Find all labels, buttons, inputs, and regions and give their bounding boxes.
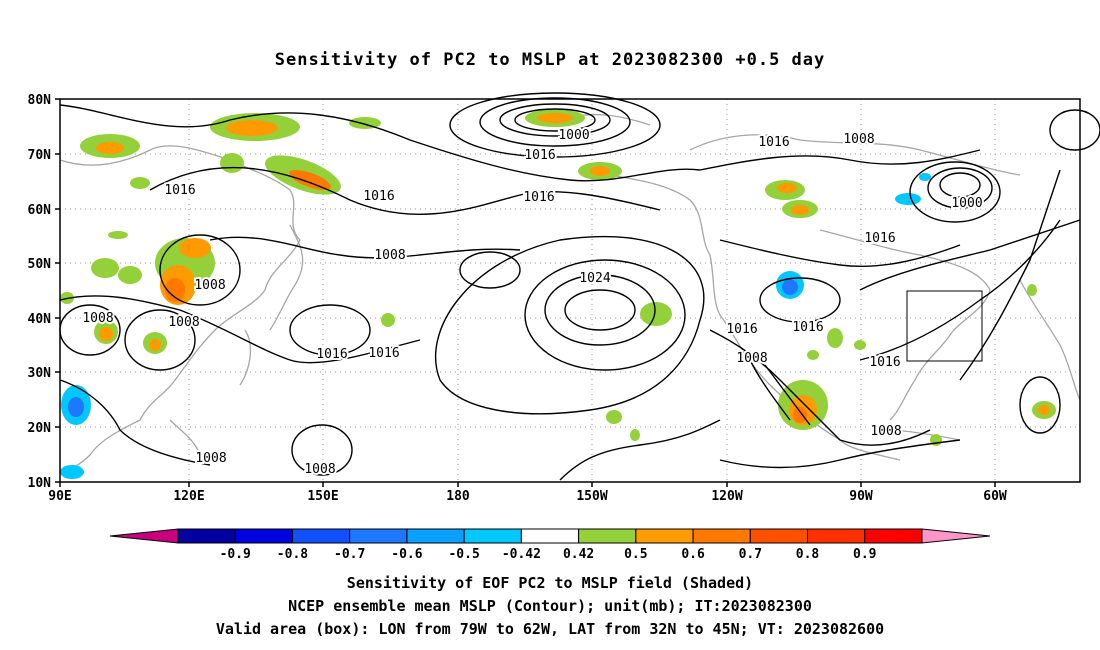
isobar-label: 1016 — [523, 190, 554, 205]
isobar-label: 1016 — [726, 322, 757, 337]
lon-label: 60W — [983, 489, 1007, 504]
colorbar-segment — [463, 528, 522, 544]
lon-label: 150E — [307, 489, 338, 504]
isobar-label: 1016 — [363, 189, 394, 204]
colorbar-tick-label: 0.5 — [624, 547, 647, 562]
isobar-labels: 1000 1016 1008 1016 1016 1016 1008 1000 … — [80, 126, 984, 479]
lat-label: 30N — [28, 366, 52, 381]
colorbar-segment — [807, 528, 866, 544]
isobar-label: 1016 — [864, 231, 895, 246]
lat-label: 10N — [28, 476, 52, 491]
colorbar-tick-label: 0.8 — [796, 547, 820, 562]
isobar-label: 1008 — [843, 132, 874, 147]
colorbar-segment — [692, 528, 751, 544]
colorbar-segment — [349, 528, 408, 544]
isobar-label: 1008 — [304, 462, 335, 477]
lat-label: 60N — [28, 203, 52, 218]
colorbar-segment — [749, 528, 809, 544]
colorbar-tick-label: -0.6 — [391, 547, 422, 562]
lon-label: 120W — [711, 489, 742, 504]
isobar-label: 1008 — [870, 424, 901, 439]
colorbar-tick-label: 0.7 — [739, 547, 762, 562]
caption-shading: Sensitivity of EOF PC2 to MSLP field (Sh… — [346, 574, 754, 592]
isobar-contours — [59, 92, 1100, 481]
colorbar-tick-label: -0.42 — [502, 547, 541, 562]
colorbar-tick-label: 0.9 — [853, 547, 876, 562]
isobar-label: 1016 — [869, 355, 900, 370]
isobar-label: 1000 — [951, 196, 982, 211]
longitude-labels: 90E 120E 150E 180 150W 120W 90W 60W — [48, 489, 1007, 504]
colorbar-segment — [234, 528, 293, 544]
lon-label: 120E — [173, 489, 204, 504]
lon-label: 180 — [446, 489, 470, 504]
isobar-label: 1016 — [164, 183, 195, 198]
lat-label: 80N — [28, 93, 52, 108]
lat-label: 20N — [28, 421, 52, 436]
isobar-label: 1008 — [194, 278, 225, 293]
caption-valid-area: Valid area (box): LON from 79W to 62W, L… — [215, 620, 885, 638]
isobar-label: 1016 — [758, 135, 789, 150]
map-frame — [59, 98, 1081, 483]
colorbar-tick-label: -0.9 — [220, 547, 251, 562]
isobar-label: 1024 — [579, 271, 610, 286]
isobar-label: 1008 — [82, 311, 113, 326]
isobar-label: 1016 — [316, 347, 347, 362]
lon-label: 90W — [849, 489, 873, 504]
lon-label: 150W — [576, 489, 607, 504]
lat-label: 70N — [28, 148, 52, 163]
isobar-label: 1016 — [524, 148, 555, 163]
colorbar-segment — [864, 528, 923, 544]
isobar-label: 1016 — [792, 320, 823, 335]
isobar-label: 1016 — [368, 346, 399, 361]
colorbar-tick-label: 0.6 — [681, 547, 705, 562]
isobar-label: 1000 — [558, 128, 589, 143]
isobar-label: 1008 — [374, 248, 405, 263]
valid-area-box — [906, 290, 983, 362]
colorbar-tick-label: -0.5 — [448, 547, 479, 562]
axis-ticks — [55, 98, 996, 487]
colorbar-segment — [635, 528, 694, 544]
caption-contour: NCEP ensemble mean MSLP (Contour); unit(… — [288, 597, 812, 615]
colorbar-tick-label: -0.7 — [334, 547, 365, 562]
isobar-label: 1008 — [195, 451, 226, 466]
colorbar-segment — [291, 528, 351, 544]
colorbar-segment — [578, 528, 637, 544]
colorbar-segment — [406, 528, 465, 544]
latitude-labels: 80N 70N 60N 50N 40N 30N 20N 10N — [28, 93, 52, 491]
colorbar-segment — [520, 528, 580, 544]
colorbar-arrow-high — [921, 528, 991, 544]
colorbar-segment — [177, 528, 236, 544]
lat-label: 40N — [28, 312, 52, 327]
map-title: Sensitivity of PC2 to MSLP at 2023082300… — [274, 50, 826, 70]
lat-label: 50N — [28, 257, 52, 272]
colorbar-arrow-low — [109, 528, 179, 544]
isobar-label: 1008 — [168, 315, 199, 330]
coastlines — [59, 113, 1081, 473]
colorbar-tick-label: 0.42 — [563, 547, 594, 562]
lon-label: 90E — [48, 489, 71, 504]
isobar-label: 1008 — [736, 351, 767, 366]
colorbar-tick-label: -0.8 — [277, 547, 308, 562]
colorbar: -0.9 -0.8 -0.7 -0.6 -0.5 -0.42 0.42 0.5 0.6 0.7 0.… — [109, 528, 991, 562]
